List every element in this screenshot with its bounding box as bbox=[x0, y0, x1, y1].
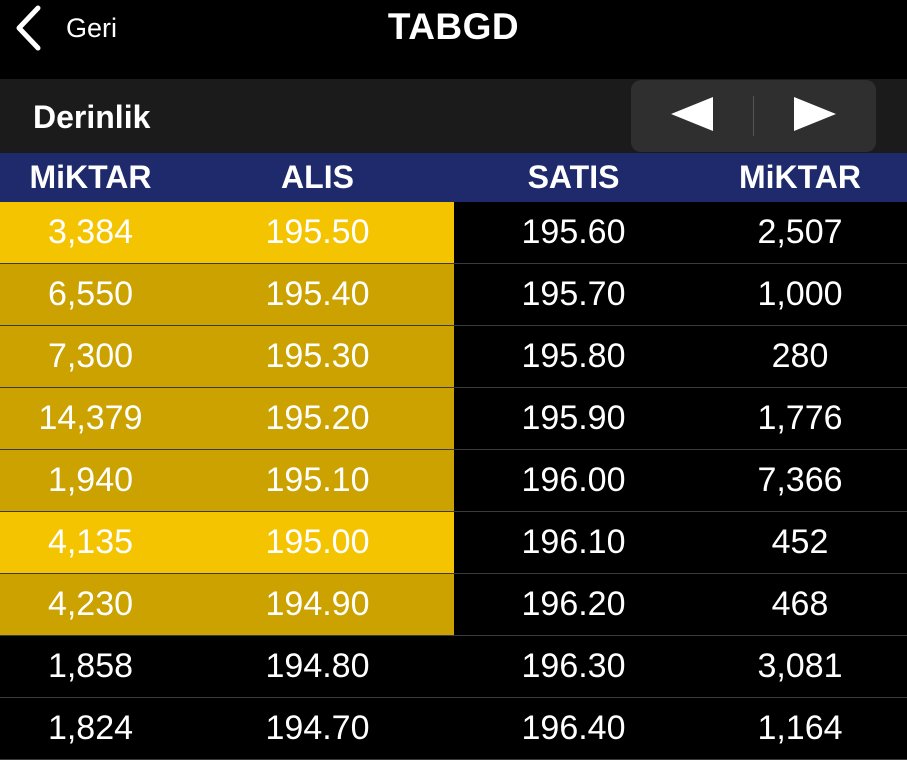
header-ask: SATIS bbox=[527, 159, 620, 195]
bid-quantity-cell: 6,550 bbox=[47, 275, 134, 313]
bid-price-cell: 194.70 bbox=[265, 709, 370, 747]
ask-quantity-cell: 468 bbox=[771, 585, 829, 623]
table-row[interactable]: 1,858 194.80 196.30 3,081 bbox=[0, 636, 907, 698]
ask-quantity-cell: 1,776 bbox=[757, 399, 843, 437]
pager-control bbox=[631, 80, 876, 152]
chevron-left-icon bbox=[14, 4, 42, 52]
ask-price-cell: 195.90 bbox=[521, 399, 626, 437]
table-row[interactable]: 1,940 195.10 196.00 7,366 bbox=[0, 450, 907, 512]
table-row[interactable]: 6,550 195.40 195.70 1,000 bbox=[0, 264, 907, 326]
bid-price-cell: 195.10 bbox=[265, 461, 370, 499]
ask-price-cell: 195.70 bbox=[521, 275, 626, 313]
header-ask-quantity: MiKTAR bbox=[738, 159, 862, 195]
ask-price-cell: 196.30 bbox=[521, 647, 626, 685]
ask-price-cell: 196.00 bbox=[521, 461, 626, 499]
bid-price-cell: 195.00 bbox=[265, 523, 370, 561]
ask-quantity-cell: 2,507 bbox=[757, 213, 843, 251]
bid-side: 6,550 195.40 bbox=[0, 264, 454, 325]
bid-quantity-cell: 4,230 bbox=[47, 585, 134, 623]
previous-button[interactable] bbox=[631, 80, 753, 152]
ask-price-cell: 195.80 bbox=[521, 337, 626, 375]
ask-price-cell: 196.40 bbox=[521, 709, 626, 747]
ask-quantity-cell: 1,000 bbox=[757, 275, 843, 313]
bid-side: 4,135 195.00 bbox=[0, 512, 454, 573]
next-button[interactable] bbox=[754, 80, 876, 152]
ask-price-cell: 195.60 bbox=[521, 213, 626, 251]
bid-quantity-cell: 7,300 bbox=[47, 337, 134, 375]
bid-price-cell: 195.40 bbox=[265, 275, 370, 313]
ask-quantity-cell: 280 bbox=[771, 337, 829, 375]
table-row[interactable]: 4,135 195.00 196.10 452 bbox=[0, 512, 907, 574]
bid-side: 1,940 195.10 bbox=[0, 450, 454, 511]
bid-quantity-cell: 1,858 bbox=[47, 647, 134, 685]
depth-table: 3,384 195.50 195.60 2,507 6,550 195.40 195.70 1… bbox=[0, 202, 907, 760]
header-bid: ALIS bbox=[281, 159, 354, 195]
table-row[interactable]: 1,824 194.70 196.40 1,164 bbox=[0, 698, 907, 760]
bid-side: 14,379 195.20 bbox=[0, 388, 454, 449]
bid-price-cell: 195.20 bbox=[265, 399, 370, 437]
page-title: TABGD bbox=[387, 6, 520, 47]
table-row[interactable]: 14,379 195.20 195.90 1,776 bbox=[0, 388, 907, 450]
navigation-bar: Geri TABGD bbox=[0, 0, 907, 79]
bid-price-cell: 194.90 bbox=[265, 585, 370, 623]
triangle-right-icon bbox=[792, 95, 838, 138]
table-row[interactable]: 3,384 195.50 195.60 2,507 bbox=[0, 202, 907, 264]
bid-side: 1,858 194.80 bbox=[0, 636, 454, 697]
table-row[interactable]: 4,230 194.90 196.20 468 bbox=[0, 574, 907, 636]
bid-side: 4,230 194.90 bbox=[0, 574, 454, 635]
triangle-left-icon bbox=[669, 95, 715, 138]
table-row[interactable]: 7,300 195.30 195.80 280 bbox=[0, 326, 907, 388]
ask-quantity-cell: 1,164 bbox=[757, 709, 843, 747]
back-label: Geri bbox=[66, 12, 118, 43]
ask-quantity-cell: 3,081 bbox=[757, 647, 843, 685]
table-header: MiKTAR ALIS SATIS MiKTAR bbox=[0, 153, 907, 202]
bid-price-cell: 195.50 bbox=[265, 213, 370, 251]
bid-quantity-cell: 1,940 bbox=[47, 461, 134, 499]
bid-quantity-cell: 3,384 bbox=[47, 213, 134, 251]
bid-side: 1,824 194.70 bbox=[0, 698, 454, 759]
ask-quantity-cell: 7,366 bbox=[757, 461, 843, 499]
bid-quantity-cell: 4,135 bbox=[47, 523, 134, 561]
ask-price-cell: 196.20 bbox=[521, 585, 626, 623]
bid-price-cell: 194.80 bbox=[265, 647, 370, 685]
bid-quantity-cell: 1,824 bbox=[47, 709, 134, 747]
ask-quantity-cell: 452 bbox=[771, 523, 829, 561]
ask-price-cell: 196.10 bbox=[521, 523, 626, 561]
bid-side: 3,384 195.50 bbox=[0, 202, 454, 263]
back-button[interactable]: Geri bbox=[14, 4, 117, 52]
bid-price-cell: 195.30 bbox=[265, 337, 370, 375]
bid-side: 7,300 195.30 bbox=[0, 326, 454, 387]
section-title: Derinlik bbox=[33, 99, 151, 135]
pager-divider bbox=[753, 96, 754, 136]
bid-quantity-cell: 14,379 bbox=[38, 399, 143, 437]
header-bid-quantity: MiKTAR bbox=[29, 159, 152, 195]
